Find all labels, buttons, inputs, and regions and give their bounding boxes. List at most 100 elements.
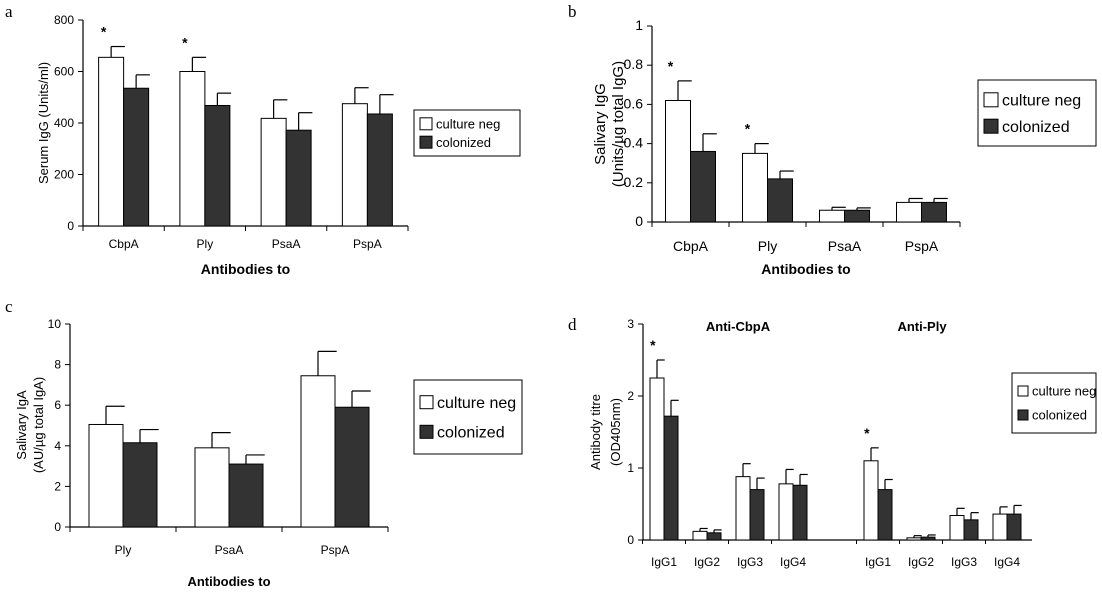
x-tick-label: IgG2 xyxy=(694,555,720,569)
bar-colonized xyxy=(285,129,312,227)
bar-culture-neg xyxy=(949,515,965,541)
y-tick-label: 0.6 xyxy=(624,95,644,111)
legend-swatch xyxy=(419,135,433,149)
bar-colonized xyxy=(690,150,716,223)
bar-culture-neg xyxy=(992,513,1008,541)
chart-panel-b: b 0 0.2 0.4 0.6 0.8 1 Salivary IgG (Units/µg tot… xyxy=(568,2,1097,277)
bar-colonized xyxy=(366,113,393,227)
chart-panel-a: a 0 200 400 600 800 Serum IgG (Units/ml) CbpA Pl… xyxy=(5,2,521,277)
x-tick-label: PsaA xyxy=(828,238,862,254)
y-tick-label: 200 xyxy=(54,168,74,182)
legend-swatch xyxy=(983,118,999,134)
bar-culture-neg xyxy=(649,377,665,541)
panel-letter: d xyxy=(568,315,577,334)
bar-colonized xyxy=(844,209,870,223)
x-tick-label: Ply xyxy=(197,237,214,251)
legend: culture neg colonized xyxy=(1011,372,1097,434)
x-tick-label: Ply xyxy=(758,238,777,254)
significance-star: * xyxy=(101,24,107,40)
legend-label: colonized xyxy=(437,424,505,441)
legend-frame xyxy=(1011,372,1097,434)
y-tick-label: 1 xyxy=(635,17,643,33)
y-tick-label: 2 xyxy=(54,479,61,493)
x-tick-label: PsaA xyxy=(215,543,244,557)
x-tick-label: IgG2 xyxy=(908,555,934,569)
bar-colonized xyxy=(963,519,979,541)
panel-letter: b xyxy=(568,2,577,21)
y-tick-label: 1 xyxy=(627,461,634,475)
x-tick-label: IgG1 xyxy=(651,555,677,569)
legend: culture neg colonized xyxy=(413,109,521,157)
y-tick-label: 0.2 xyxy=(624,174,644,190)
group-title: Anti-Ply xyxy=(897,319,947,334)
y-axis-label: Salivary IgG xyxy=(592,83,609,165)
significance-star: * xyxy=(182,34,188,50)
y-axis-label: Serum IgG (Units/ml) xyxy=(36,62,51,184)
y-tick-label: 400 xyxy=(54,116,74,130)
bar-colonized xyxy=(122,442,158,528)
legend-label: culture neg xyxy=(1032,384,1096,399)
legend-label: culture neg xyxy=(437,395,516,412)
y-axis-label: (Units/µg total IgG) xyxy=(610,61,627,187)
legend-label: colonized xyxy=(1002,119,1070,136)
legend-swatch xyxy=(419,424,434,439)
bar-culture-neg xyxy=(735,476,751,541)
y-tick-label: 0.4 xyxy=(624,135,644,151)
x-tick-label: IgG3 xyxy=(951,555,977,569)
x-tick-label: CbpA xyxy=(109,237,139,251)
legend-swatch xyxy=(1017,385,1029,397)
bar-culture-neg xyxy=(194,447,230,528)
bar-colonized xyxy=(1006,513,1022,541)
bar-colonized xyxy=(792,484,808,541)
y-tick-label: 2 xyxy=(627,389,634,403)
significance-star: * xyxy=(745,121,751,137)
bar-colonized xyxy=(767,178,793,223)
y-axis-label: Antibody titre xyxy=(588,394,603,470)
bar-culture-neg xyxy=(88,423,124,528)
group-title: Anti-CbpA xyxy=(706,319,771,334)
legend-label: colonized xyxy=(436,135,491,150)
y-axis-label: (AU/µg total IgA) xyxy=(31,377,46,473)
x-tick-label: IgG3 xyxy=(737,555,763,569)
x-tick-label: PsaA xyxy=(272,237,301,251)
x-tick-label: PspA xyxy=(905,238,939,254)
legend-swatch xyxy=(1017,409,1029,421)
bar-colonized xyxy=(877,489,893,541)
y-tick-label: 800 xyxy=(54,13,74,27)
y-tick-label: 0.8 xyxy=(624,56,644,72)
x-tick-label: Ply xyxy=(115,543,132,557)
bar-culture-neg xyxy=(896,201,922,223)
bar-colonized xyxy=(706,532,722,541)
bar-culture-neg xyxy=(863,460,879,541)
y-tick-label: 10 xyxy=(48,317,62,331)
chart-panel-c: c 0 2 4 6 8 10 Salivary IgA (AU/µg total IgA) Ply… xyxy=(5,297,523,589)
legend-frame xyxy=(413,379,523,455)
bar-culture-neg xyxy=(906,537,922,541)
x-tick-label: IgG4 xyxy=(994,555,1020,569)
bar-colonized xyxy=(334,406,370,528)
bar-colonized xyxy=(749,489,765,541)
bar-colonized xyxy=(663,415,679,541)
bar-colonized xyxy=(123,87,150,227)
chart-panel-d: d 0 1 2 3 Antibody titre (OD405nm) IgG1 IgG2 IgG3… xyxy=(568,315,1097,569)
bar-colonized xyxy=(920,536,936,541)
x-axis-label: Antibodies to xyxy=(761,261,850,277)
panel-letter: c xyxy=(5,297,13,316)
legend-label: colonized xyxy=(1032,408,1087,423)
bar-culture-neg xyxy=(778,483,794,541)
legend-swatch xyxy=(983,92,999,108)
significance-star: * xyxy=(650,337,656,353)
bar-culture-neg xyxy=(300,375,336,528)
legend: culture neg colonized xyxy=(977,79,1097,147)
bar-culture-neg xyxy=(179,71,206,227)
legend-swatch xyxy=(419,117,433,131)
x-tick-label: IgG4 xyxy=(780,555,806,569)
y-tick-label: 0 xyxy=(54,520,61,534)
bar-colonized xyxy=(228,463,264,528)
x-tick-label: CbpA xyxy=(673,238,709,254)
y-tick-label: 0 xyxy=(67,219,74,233)
panel-letter: a xyxy=(5,2,13,21)
significance-star: * xyxy=(864,425,870,441)
bar-culture-neg xyxy=(260,117,287,227)
